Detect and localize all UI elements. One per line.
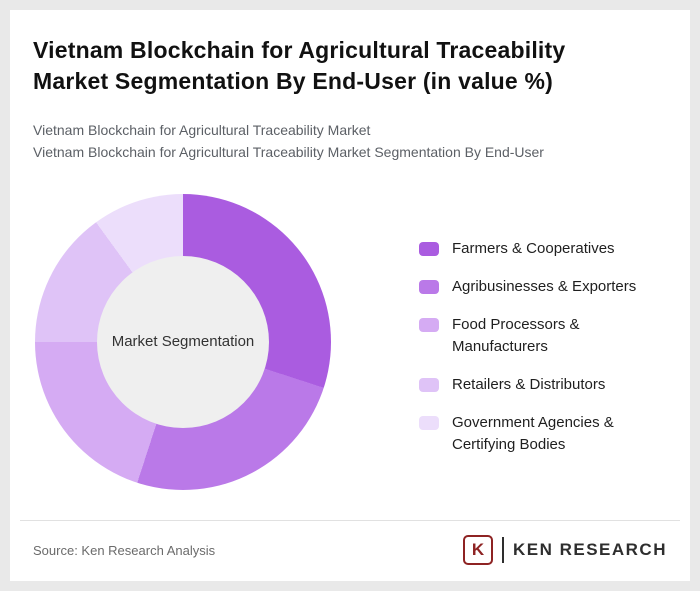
- donut-center-label: Market Segmentation: [111, 333, 255, 351]
- logo-k-icon: K: [462, 535, 493, 565]
- legend-label: Agribusinesses & Exporters: [452, 277, 637, 295]
- legend: Farmers & Cooperatives Agribusinesses & E…: [419, 194, 652, 472]
- legend-item: Agribusinesses & Exporters: [419, 276, 652, 298]
- legend-swatch: [419, 317, 439, 332]
- legend-item: Food Processors & Manufacturers: [419, 314, 652, 358]
- donut-hole: Market Segmentation: [97, 255, 269, 428]
- legend-item: Retailers & Distributors: [419, 374, 652, 396]
- legend-label: Retailers & Distributors: [452, 375, 606, 393]
- logo-divider: [501, 537, 504, 563]
- legend-swatch: [419, 241, 439, 256]
- legend-swatch: [419, 415, 439, 430]
- legend-label: Farmers & Cooperatives: [452, 239, 615, 257]
- legend-item: Farmers & Cooperatives: [419, 238, 652, 260]
- logo-wordmark: KEN RESEARCH: [512, 540, 667, 559]
- legend-swatch: [419, 279, 439, 294]
- chart-area: Market Segmentation Farmers & Cooperativ…: [33, 193, 667, 490]
- legend-label: Food Processors & Manufacturers: [452, 315, 580, 355]
- source-text: Source: Ken Research Analysis: [33, 542, 216, 558]
- subtitle-block: Vietnam Blockchain for Agricultural Trac…: [33, 119, 667, 164]
- legend-item: Government Agencies & Certifying Bodies: [419, 412, 652, 456]
- legend-swatch: [419, 377, 439, 392]
- legend-label: Government Agencies & Certifying Bodies: [452, 413, 614, 453]
- subtitle-line-1: Vietnam Blockchain for Agricultural Trac…: [33, 122, 371, 139]
- ken-research-logo: K KEN RESEARCH: [462, 535, 667, 565]
- page-title: Vietnam Blockchain for Agricultural Trac…: [33, 37, 566, 95]
- donut-chart-wrap: Market Segmentation: [35, 193, 331, 490]
- infographic-card: Vietnam Blockchain for Agricultural Trac…: [10, 10, 690, 581]
- subtitle-line-2: Vietnam Blockchain for Agricultural Trac…: [33, 144, 544, 161]
- footer: Source: Ken Research Analysis K KEN RESE…: [20, 520, 680, 565]
